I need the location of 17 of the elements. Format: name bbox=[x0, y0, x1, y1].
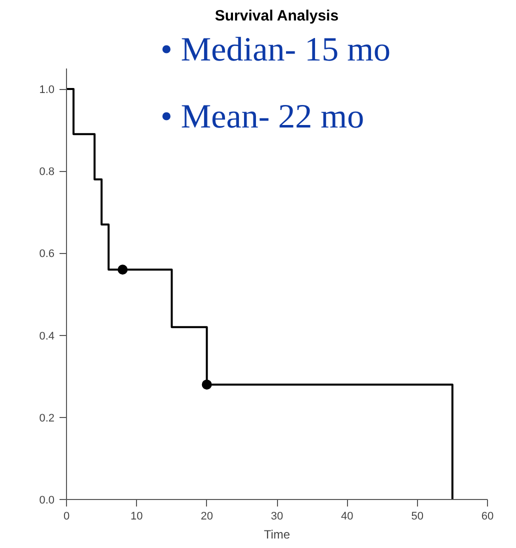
x-tick-label: 60 bbox=[481, 510, 494, 522]
y-tick-label: 1.0 bbox=[39, 84, 55, 96]
y-tick-label: 0.2 bbox=[39, 412, 55, 424]
x-tick-label: 0 bbox=[63, 510, 70, 522]
y-tick-label: 0.6 bbox=[39, 248, 55, 260]
x-tick-label: 20 bbox=[200, 510, 213, 522]
x-tick-label: 40 bbox=[341, 510, 354, 522]
chart-title: Survival Analysis bbox=[214, 8, 339, 24]
y-tick-label: 0.4 bbox=[39, 330, 55, 342]
y-tick-label: 0.0 bbox=[39, 494, 55, 506]
x-axis-title: Time bbox=[264, 528, 290, 542]
y-tick-label: 0.8 bbox=[39, 166, 55, 178]
x-tick-label: 50 bbox=[411, 510, 424, 522]
annotation: • Mean- 22 mo bbox=[160, 98, 364, 136]
x-tick-label: 30 bbox=[270, 510, 284, 522]
x-tick-label: 10 bbox=[130, 510, 143, 522]
text: • Median- 15 mo bbox=[160, 32, 391, 68]
